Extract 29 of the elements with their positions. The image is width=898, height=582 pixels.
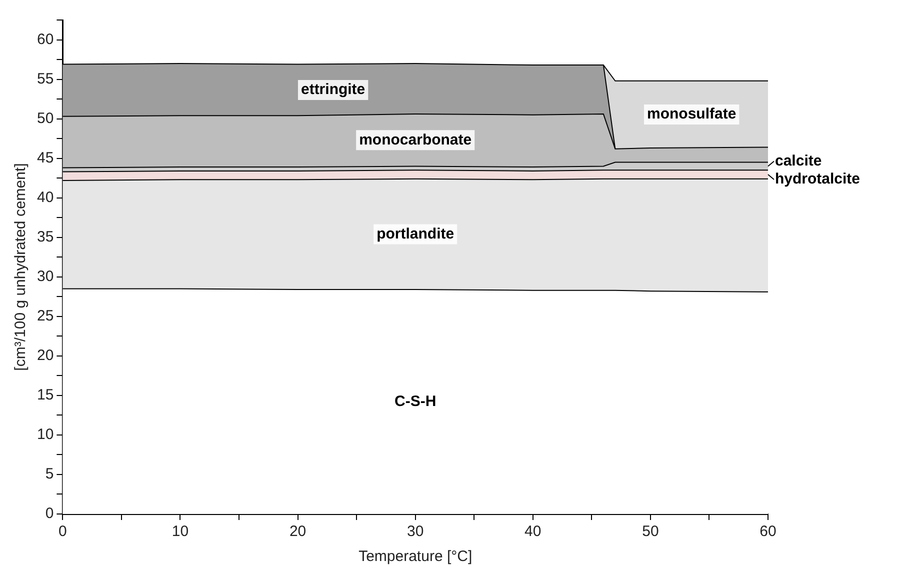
x-tick-label: 40 bbox=[524, 523, 542, 540]
x-tick-label: 50 bbox=[642, 523, 659, 540]
y-tick-label: 30 bbox=[36, 268, 54, 286]
y-axis-title: [cm³/100 g unhydrated cement] bbox=[12, 163, 30, 371]
x-tick-label: 0 bbox=[58, 523, 67, 540]
series-label: monosulfate bbox=[646, 106, 736, 123]
y-tick-label: 55 bbox=[36, 70, 54, 88]
y-tick-label: 50 bbox=[36, 110, 54, 127]
y-tick-label: 5 bbox=[45, 466, 54, 483]
series-label: portlandite bbox=[376, 225, 454, 242]
y-tick-label: 20 bbox=[36, 347, 54, 364]
y-tick-label: 40 bbox=[36, 188, 54, 206]
y-tick-label: 45 bbox=[36, 149, 54, 166]
y-tick-label: 35 bbox=[36, 228, 54, 246]
x-axis-title: Temperature [°C] bbox=[358, 548, 472, 566]
series-label: ettringite bbox=[300, 81, 366, 98]
legend-label: calcite bbox=[775, 152, 822, 170]
y-tick-label: 15 bbox=[36, 386, 54, 404]
x-tick-label: 30 bbox=[407, 523, 424, 540]
legend-label: hydrotalcite bbox=[775, 170, 860, 188]
y-tick-label: 25 bbox=[36, 308, 54, 325]
series-label: C-S-H bbox=[394, 392, 436, 410]
series-label: monocarbonate bbox=[359, 131, 472, 148]
y-tick-label: 60 bbox=[36, 30, 54, 48]
x-tick-label: 60 bbox=[760, 523, 776, 540]
y-tick-label: 10 bbox=[36, 426, 54, 444]
x-tick-label: 10 bbox=[172, 523, 189, 540]
x-tick-label: 20 bbox=[289, 523, 306, 540]
y-tick-label: 0 bbox=[45, 505, 54, 522]
